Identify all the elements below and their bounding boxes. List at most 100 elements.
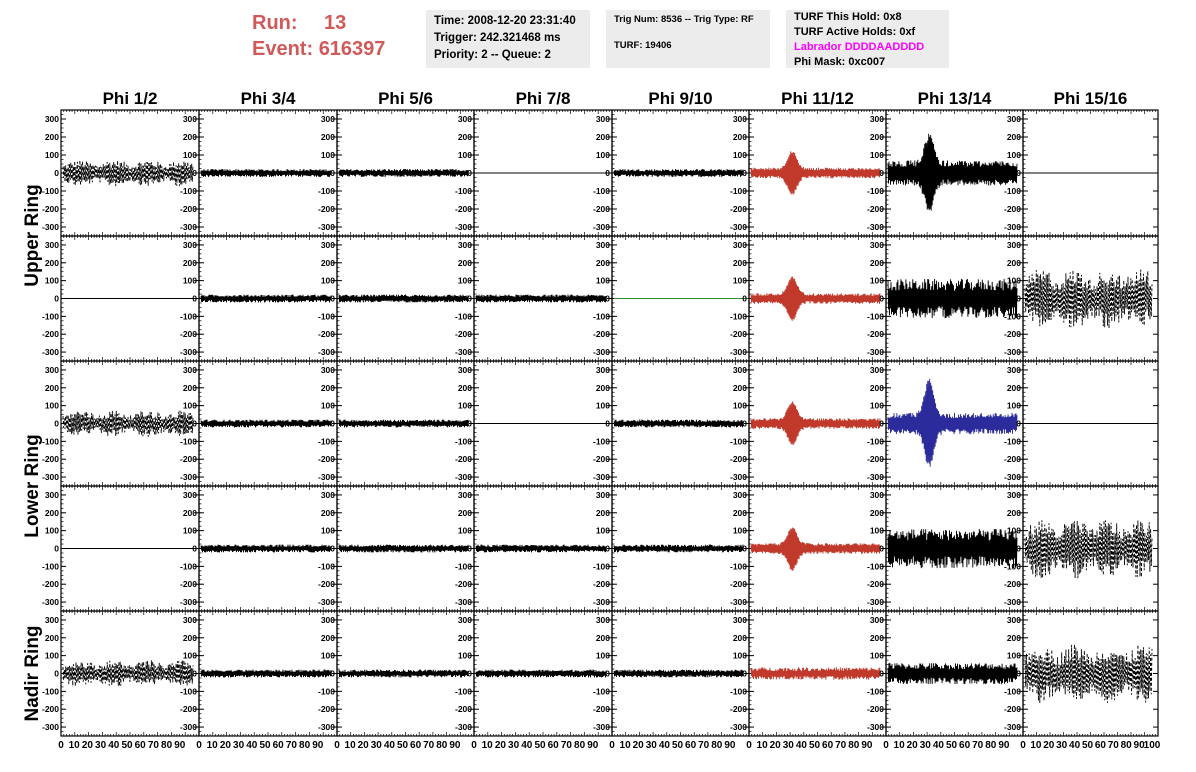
y-tick-label: -300 bbox=[593, 597, 610, 607]
y-tick-label: 200 bbox=[458, 258, 472, 268]
y-tick-label: -100 bbox=[318, 186, 335, 196]
y-tick-label: 200 bbox=[45, 258, 59, 268]
y-tick-label: 100 bbox=[733, 150, 747, 160]
y-tick-label: -300 bbox=[318, 472, 335, 482]
y-tick-label: -300 bbox=[180, 597, 197, 607]
y-tick-label: 0 bbox=[192, 419, 197, 429]
y-tick-label: 0 bbox=[605, 294, 610, 304]
y-tick-label: -100 bbox=[455, 436, 472, 446]
waveform-r2-c6 bbox=[750, 276, 881, 321]
y-tick-label: -300 bbox=[867, 222, 884, 232]
y-tick-label: 0 bbox=[605, 544, 610, 554]
y-tick-label: 200 bbox=[458, 508, 472, 518]
y-tick-label: -200 bbox=[593, 579, 610, 589]
y-tick-label: 200 bbox=[45, 383, 59, 393]
priority-text: Priority: 2 -- Queue: 2 bbox=[434, 49, 551, 61]
y-tick-label: -100 bbox=[730, 186, 747, 196]
y-tick-label: 100 bbox=[183, 276, 197, 286]
y-tick-label: 100 bbox=[183, 150, 197, 160]
y-tick-label: 300 bbox=[321, 365, 335, 375]
y-tick-label: -300 bbox=[42, 222, 59, 232]
y-tick-label: -200 bbox=[1004, 454, 1021, 464]
y-tick-label: 100 bbox=[1007, 401, 1021, 411]
y-tick-label: -300 bbox=[1004, 597, 1021, 607]
y-tick-label: -200 bbox=[730, 579, 747, 589]
y-tick-label: 300 bbox=[596, 365, 610, 375]
waveform-r3-c1 bbox=[62, 410, 194, 437]
y-tick-label: -100 bbox=[867, 561, 884, 571]
y-tick-label: 300 bbox=[321, 240, 335, 250]
y-tick-label: 100 bbox=[733, 276, 747, 286]
y-tick-label: -200 bbox=[867, 454, 884, 464]
y-tick-label: 200 bbox=[458, 383, 472, 393]
y-tick-label: 0 bbox=[54, 544, 59, 554]
y-tick-label: 300 bbox=[458, 365, 472, 375]
y-tick-label: 0 bbox=[879, 294, 884, 304]
y-tick-label: -300 bbox=[867, 597, 884, 607]
waveform-r2-c3 bbox=[338, 294, 469, 303]
y-tick-label: 200 bbox=[870, 508, 884, 518]
y-tick-label: 100 bbox=[183, 401, 197, 411]
y-tick-label: -200 bbox=[593, 454, 610, 464]
y-tick-label: 200 bbox=[596, 508, 610, 518]
y-tick-label: -100 bbox=[455, 186, 472, 196]
y-tick-label: 0 bbox=[605, 419, 610, 429]
y-tick-label: -200 bbox=[730, 454, 747, 464]
y-tick-label: 0 bbox=[192, 294, 197, 304]
y-tick-label: -200 bbox=[1004, 329, 1021, 339]
y-tick-label: 0 bbox=[742, 168, 747, 178]
event-value: 616397 bbox=[318, 38, 386, 60]
y-tick-label: 0 bbox=[467, 168, 472, 178]
y-tick-label: 100 bbox=[45, 526, 59, 536]
y-tick-label: 100 bbox=[1007, 276, 1021, 286]
y-tick-label: 100 bbox=[596, 526, 610, 536]
waveform-r4-c3 bbox=[338, 544, 469, 553]
y-tick-label: 100 bbox=[321, 150, 335, 160]
y-tick-label: 100 bbox=[321, 401, 335, 411]
y-tick-label: 200 bbox=[1007, 132, 1021, 142]
y-tick-label: -300 bbox=[730, 222, 747, 232]
y-tick-label: 200 bbox=[1007, 258, 1021, 268]
y-tick-label: 200 bbox=[870, 383, 884, 393]
y-tick-label: 0 bbox=[467, 419, 472, 429]
event-label: Event: bbox=[252, 38, 314, 60]
y-tick-label: 300 bbox=[458, 114, 472, 124]
y-tick-label: 100 bbox=[596, 276, 610, 286]
y-tick-label: -100 bbox=[180, 186, 197, 196]
active-holds-text: TURF Active Holds: 0xf bbox=[794, 26, 916, 38]
y-tick-label: 100 bbox=[458, 150, 472, 160]
y-tick-label: -100 bbox=[593, 561, 610, 571]
y-tick-label: 0 bbox=[879, 544, 884, 554]
run-value: 13 bbox=[324, 12, 347, 34]
column-header-5: Phi 9/10 bbox=[648, 89, 712, 108]
y-tick-label: 100 bbox=[321, 276, 335, 286]
y-tick-label: -300 bbox=[455, 347, 472, 357]
y-tick-label: -200 bbox=[180, 329, 197, 339]
y-tick-label: -100 bbox=[730, 561, 747, 571]
y-tick-label: 100 bbox=[870, 526, 884, 536]
labrador-text: Labrador DDDDAADDDD bbox=[794, 41, 925, 53]
y-tick-label: 200 bbox=[321, 258, 335, 268]
y-tick-label: 100 bbox=[870, 150, 884, 160]
y-tick-label: -300 bbox=[42, 472, 59, 482]
y-tick-label: -300 bbox=[318, 347, 335, 357]
run-info: Run: 13 Event: 616397 bbox=[252, 10, 385, 62]
y-tick-label: 0 bbox=[1016, 168, 1021, 178]
y-tick-label: -200 bbox=[42, 329, 59, 339]
y-tick-label: 100 bbox=[870, 276, 884, 286]
y-tick-label: 0 bbox=[54, 168, 59, 178]
y-tick-label: -200 bbox=[42, 204, 59, 214]
y-tick-label: 300 bbox=[596, 240, 610, 250]
y-tick-label: 200 bbox=[596, 258, 610, 268]
y-tick-label: -300 bbox=[1004, 347, 1021, 357]
y-tick-label: 200 bbox=[183, 508, 197, 518]
y-tick-label: -100 bbox=[318, 436, 335, 446]
y-tick-label: -100 bbox=[1004, 561, 1021, 571]
y-tick-label: -300 bbox=[730, 472, 747, 482]
y-tick-label: -200 bbox=[730, 329, 747, 339]
y-tick-label: 300 bbox=[183, 114, 197, 124]
waveform-r2-c4 bbox=[475, 294, 607, 303]
waveform-r1-c2 bbox=[200, 169, 332, 177]
y-tick-label: 300 bbox=[45, 114, 59, 124]
phi-mask-text: Phi Mask: 0xc007 bbox=[794, 56, 886, 68]
